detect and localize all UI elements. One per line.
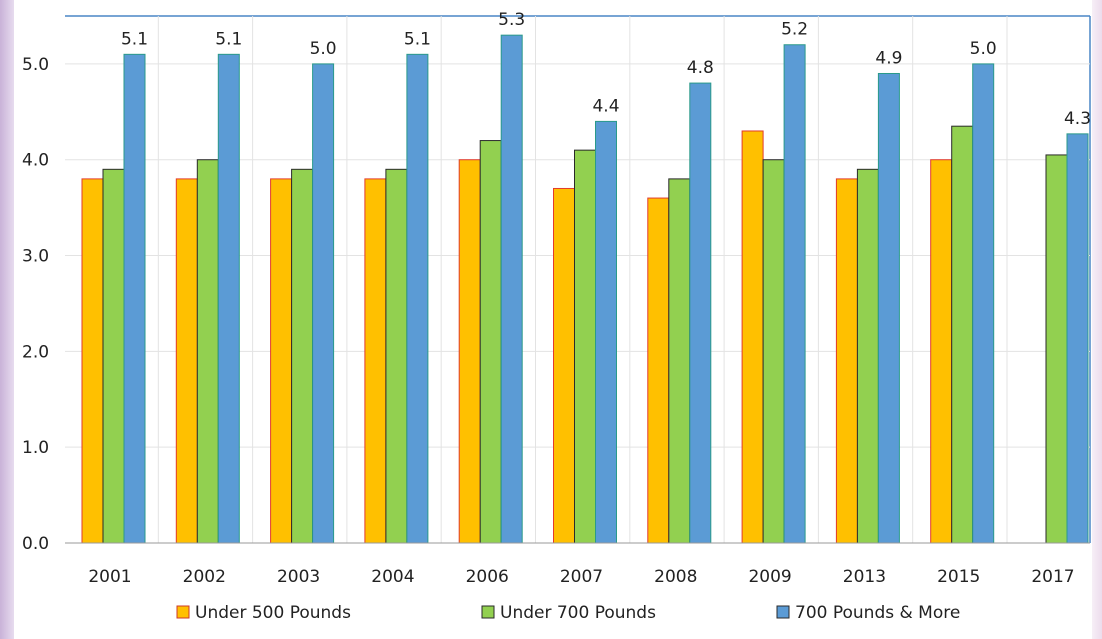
x-tick-label: 2002	[183, 567, 226, 587]
bar-700-pounds-more-2013	[877, 72, 900, 544]
bar-700-pounds-more-2002	[217, 53, 240, 544]
y-tick-label: 3.0	[22, 247, 49, 267]
x-tick-label: 2015	[937, 567, 980, 587]
legend-label: 700 Pounds & More	[795, 603, 960, 623]
x-tick-label: 2006	[466, 567, 509, 587]
bar-under-500-pounds-2007	[553, 187, 575, 544]
legend-swatch	[776, 605, 790, 619]
bar-700-pounds-more-2004	[406, 53, 429, 544]
y-tick-label: 2.0	[22, 342, 49, 362]
bar-under-500-pounds-2008	[647, 197, 670, 544]
y-tick-label: 1.0	[22, 438, 49, 458]
bar-under-700-pounds-2001	[102, 168, 125, 544]
bar-under-500-pounds-2009	[741, 130, 764, 544]
bar-under-700-pounds-2008	[668, 178, 691, 544]
data-label: 5.1	[215, 29, 242, 49]
bar-under-700-pounds-2006	[479, 140, 502, 544]
data-label: 5.3	[498, 10, 525, 30]
bar-700-pounds-more-2003	[312, 63, 335, 544]
bar-700-pounds-more-2007	[595, 120, 617, 544]
bar-under-700-pounds-2004	[385, 168, 408, 544]
bar-under-700-pounds-2002	[196, 159, 219, 544]
bar-under-700-pounds-2015	[951, 125, 974, 544]
left-decorative-strip	[0, 0, 14, 639]
bar-700-pounds-more-2017	[1066, 133, 1089, 544]
data-label: 5.0	[310, 39, 337, 59]
data-label: 5.1	[121, 29, 148, 49]
x-tick-label: 2017	[1031, 567, 1074, 587]
y-tick-label: 4.0	[22, 151, 49, 171]
y-tick-label: 0.0	[22, 534, 49, 554]
x-tick-label: 2008	[654, 567, 697, 587]
bar-under-700-pounds-2007	[574, 149, 596, 544]
bar-under-500-pounds-2013	[835, 178, 858, 544]
bar-under-700-pounds-2017	[1045, 154, 1068, 544]
data-label: 5.2	[781, 20, 808, 40]
bar-under-500-pounds-2004	[364, 178, 387, 544]
legend-label: Under 700 Pounds	[500, 603, 656, 623]
bar-under-700-pounds-2013	[856, 168, 879, 544]
data-label: 4.3	[1064, 109, 1091, 129]
legend-swatch	[481, 605, 495, 619]
x-tick-label: 2009	[748, 567, 791, 587]
data-label: 4.4	[592, 96, 619, 116]
bar-under-500-pounds-2002	[175, 178, 198, 544]
legend-label: Under 500 Pounds	[195, 603, 351, 623]
data-label: 4.8	[687, 58, 714, 78]
bar-700-pounds-more-2008	[689, 82, 712, 544]
bar-under-700-pounds-2003	[291, 168, 314, 544]
bar-under-500-pounds-2015	[930, 159, 953, 544]
x-tick-label: 2004	[371, 567, 414, 587]
bar-under-500-pounds-2006	[458, 159, 481, 544]
bar-under-500-pounds-2001	[81, 178, 104, 544]
bar-under-500-pounds-2003	[270, 178, 293, 544]
x-tick-label: 2013	[843, 567, 886, 587]
bar-700-pounds-more-2015	[972, 63, 995, 544]
y-tick-label: 5.0	[22, 55, 49, 75]
bar-700-pounds-more-2009	[783, 44, 806, 544]
legend-swatch	[176, 605, 190, 619]
bar-700-pounds-more-2006	[500, 34, 523, 544]
right-decorative-strip	[1092, 0, 1102, 639]
bar-700-pounds-more-2001	[123, 53, 146, 544]
bar-under-700-pounds-2009	[762, 159, 785, 544]
x-tick-label: 2007	[560, 567, 603, 587]
x-tick-label: 2003	[277, 567, 320, 587]
data-label: 5.1	[404, 29, 431, 49]
data-label: 4.9	[875, 48, 902, 68]
x-tick-label: 2001	[88, 567, 131, 587]
data-label: 5.0	[970, 39, 997, 59]
